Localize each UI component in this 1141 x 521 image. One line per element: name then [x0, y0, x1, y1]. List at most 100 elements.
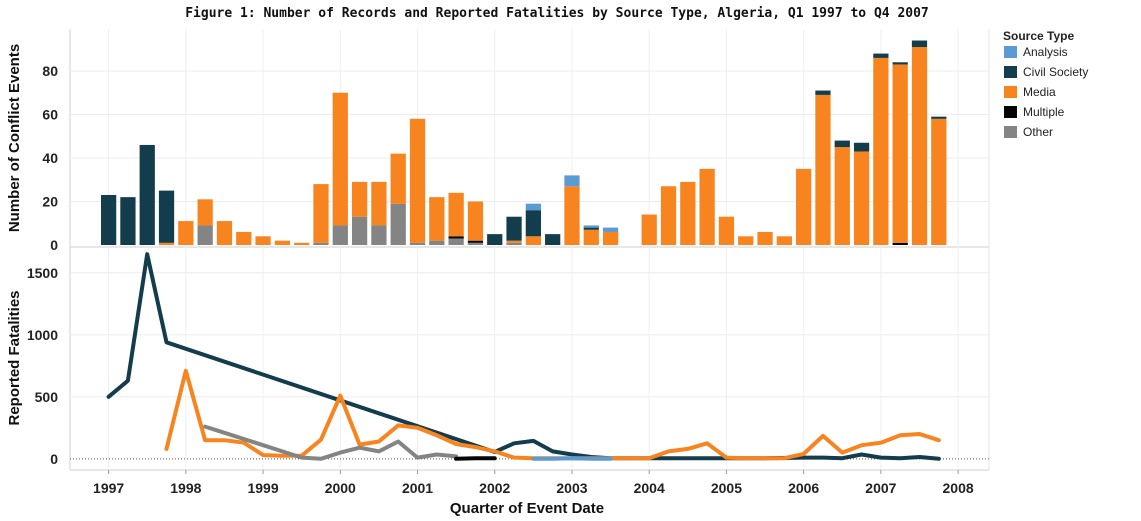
- bar-analysis-2003q2: [583, 225, 599, 228]
- legend-swatch-analysis: [1004, 46, 1017, 58]
- x-tick-label: 2003: [556, 480, 587, 496]
- bar-media-2006q2: [815, 94, 831, 245]
- bar-civil-society-2007q1: [873, 53, 889, 58]
- bar-media-2006q3: [834, 147, 850, 245]
- events-bar-panel: 0 20 40 60 80: [42, 29, 990, 470]
- line-media: [164, 368, 941, 461]
- legend-swatch-multiple: [1004, 106, 1017, 118]
- x-tick-label: 2002: [479, 480, 510, 496]
- bar-analysis-2003q1: [564, 175, 580, 187]
- bar-multiple-2001q4: [467, 240, 484, 243]
- line-analysis: [531, 456, 613, 461]
- legend-label-civil-society: Civil Society: [1023, 65, 1088, 79]
- bar-civil-society-1997q2: [120, 197, 136, 245]
- bar-media-1999q4: [313, 184, 329, 243]
- y-tick-label: 40: [42, 150, 58, 166]
- legend-swatch-other: [1004, 126, 1017, 138]
- y-tick-label: 500: [35, 389, 59, 405]
- bar-media-2002q2: [506, 240, 522, 243]
- y-tick-label: 1000: [27, 327, 58, 343]
- bar-analysis-2003q3: [602, 227, 619, 232]
- line-multiple: [454, 456, 497, 461]
- bar-media-1999q2: [274, 240, 291, 245]
- bar-media-2007q1: [873, 57, 889, 246]
- bar-media-1998q1: [178, 221, 194, 245]
- legend-label-multiple: Multiple: [1023, 105, 1065, 119]
- bar-other-2001q4: [467, 242, 484, 245]
- y-tick-label: 20: [42, 193, 58, 209]
- bar-media-2001q4: [467, 201, 484, 241]
- x-tick-label: 1997: [93, 480, 124, 496]
- bar-other-1999q4: [313, 242, 329, 245]
- bar-media-2002q3: [525, 236, 541, 245]
- legend: Source Type Analysis Civil Society Media Mu…: [1003, 29, 1088, 139]
- legend-label-media: Media: [1023, 85, 1056, 99]
- bar-media-2000q1: [332, 92, 348, 226]
- legend-title: Source Type: [1003, 29, 1074, 43]
- bar-civil-society-1997q1: [100, 194, 117, 245]
- bar-multiple-2007q2: [892, 242, 908, 245]
- bar-media-2005q2: [738, 236, 754, 245]
- y-tick-label: 1500: [27, 265, 58, 281]
- bar-civil-society-2007q4: [931, 116, 947, 119]
- bar-civil-society-2002q3: [525, 210, 541, 237]
- legend-label-analysis: Analysis: [1023, 45, 1068, 59]
- x-tick-label: 2001: [402, 480, 433, 496]
- bar-media-1999q3: [294, 242, 310, 245]
- bar-other-2000q4: [390, 203, 406, 245]
- bar-civil-society-2006q3: [834, 140, 850, 148]
- bar-civil-society-2002q2: [506, 216, 522, 241]
- bar-media-2001q2: [429, 197, 445, 241]
- bar-other-2000q2: [351, 216, 368, 245]
- bar-media-2003q3: [602, 231, 619, 245]
- bar-civil-society-2007q2: [892, 62, 908, 65]
- x-tick-label: 1999: [247, 480, 278, 496]
- bar-media-1999q1: [255, 236, 271, 245]
- bar-media-2007q3: [911, 47, 928, 246]
- fatalities-line-panel: 0 500 1000 1500: [27, 252, 989, 471]
- bar-civil-society-2006q2: [815, 90, 831, 95]
- bar-media-2006q4: [853, 151, 870, 245]
- bar-media-2007q2: [892, 64, 908, 243]
- bar-media-2005q3: [757, 231, 773, 245]
- line-civil-society: [106, 252, 941, 461]
- bar-civil-society-2007q3: [911, 40, 928, 48]
- y-tick-label: 80: [42, 63, 58, 79]
- bar-media-2005q4: [776, 236, 792, 245]
- bar-civil-society-2002q1: [487, 234, 503, 245]
- bar-media-2003q2: [583, 229, 599, 245]
- x-tick-label: 2008: [943, 480, 974, 496]
- bar-other-1998q2: [197, 225, 213, 245]
- bar-media-1998q4: [236, 231, 252, 245]
- bar-media-2001q1: [409, 118, 426, 243]
- x-tick-label: 2006: [788, 480, 819, 496]
- x-tick-label: 2007: [865, 480, 896, 496]
- bar-media-2000q2: [351, 181, 368, 217]
- bar-other-2001q1: [409, 242, 426, 245]
- bar-other-2000q1: [332, 225, 348, 245]
- x-axis: 1997 1998 1999 2000 2001 2002 2003 2004 2005 2006…: [93, 470, 974, 496]
- bar-civil-society-2003q2: [583, 227, 599, 230]
- bar-media-2004q3: [680, 181, 696, 245]
- chart-title: Figure 1: Number of Records and Reported…: [185, 6, 929, 21]
- legend-swatch-media: [1004, 86, 1017, 98]
- bar-media-2005q1: [718, 216, 735, 245]
- y-tick-label: 0: [50, 237, 58, 253]
- bar-civil-society-2002q4: [545, 234, 561, 245]
- bar-media-1998q2: [197, 199, 213, 226]
- y-tick-label: 0: [50, 451, 58, 467]
- bar-other-2002q2: [506, 242, 522, 245]
- bar-media-2000q3: [371, 181, 387, 226]
- bar-civil-society-1997q4: [158, 190, 175, 243]
- y-tick-label: 60: [42, 106, 58, 122]
- legend-swatch-civil-society: [1004, 66, 1017, 78]
- bar-analysis-2002q3: [525, 203, 541, 211]
- bar-media-2003q1: [564, 186, 580, 245]
- bar-media-2001q3: [448, 192, 464, 237]
- bar-civil-society-1997q3: [139, 144, 155, 245]
- x-axis-title: Quarter of Event Date: [450, 500, 604, 517]
- bar-media-1998q3: [216, 221, 233, 245]
- bottom-y-axis-title: Reported Fatalities: [6, 290, 23, 425]
- bar-media-2004q1: [641, 214, 657, 245]
